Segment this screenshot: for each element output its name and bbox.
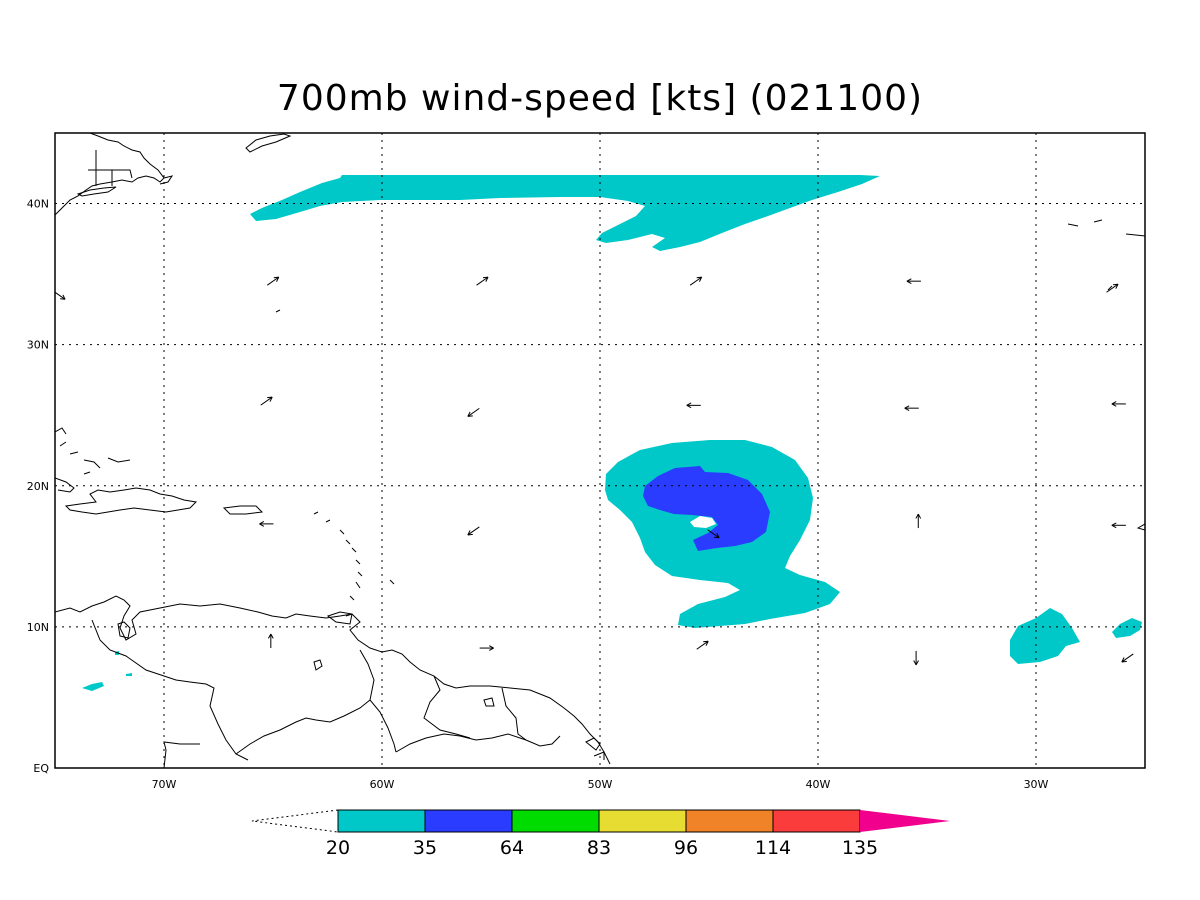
wind-vector-arrow (1111, 401, 1126, 407)
lat-tick-label: EQ (33, 762, 49, 775)
colorbar-under-triangle (251, 809, 339, 833)
wind-vector-arrow (1121, 653, 1134, 663)
lon-tick-label: 60W (370, 778, 395, 791)
lon-tick-label: 70W (152, 778, 177, 791)
shade-patch-30w (1010, 608, 1080, 664)
coast-west-africa (1136, 523, 1145, 531)
coast-lesser-antilles (313, 511, 395, 617)
colorbar-level-label: 96 (674, 837, 698, 859)
wind-vector-arrow (266, 276, 280, 286)
border-guyana-suriname (423, 675, 471, 739)
colorbar-level-label: 64 (500, 837, 524, 859)
colorbar: 20 35 64 83 96 114 135 (251, 809, 950, 859)
lat-tick-label: 30N (27, 339, 49, 352)
wind-vector-arrow (479, 645, 494, 651)
colorbar-level-label: 83 (587, 837, 611, 859)
wind-vector-arrow (259, 521, 274, 527)
coast-maracaibo (117, 621, 131, 639)
colorbar-level-label: 20 (326, 837, 350, 859)
lake-guri (313, 659, 323, 671)
lat-tick-label: 20N (27, 480, 49, 493)
grid-lines (55, 133, 1145, 768)
coast-hispaniola (64, 487, 198, 515)
colorbar-level-label: 135 (842, 837, 878, 859)
border-venezuela-guyana (359, 649, 397, 753)
colorbar-level-label: 114 (755, 837, 791, 859)
wind-vector-arrow (689, 276, 703, 286)
coast-tiny-island (275, 309, 281, 313)
coast-florida-tip (55, 427, 67, 435)
border-colombia-venezuela (91, 619, 249, 761)
shade-jet-40n (250, 175, 880, 251)
wind-vector-arrow (913, 650, 919, 666)
core-gap (690, 516, 716, 528)
coast-south-america (55, 595, 611, 765)
coast-cuba-east (55, 477, 75, 493)
shade-speck-3 (126, 673, 132, 676)
colorbar-swatch (598, 809, 687, 833)
wind-vector-arrow (267, 633, 274, 648)
lon-tick-label: 50W (588, 778, 613, 791)
colorbar-over-triangle (860, 810, 950, 832)
map-title: 700mb wind-speed [kts] (021100) (276, 78, 924, 119)
coast-bahamas (59, 441, 131, 475)
border-ny (88, 150, 133, 186)
lat-tick-label: 40N (27, 198, 49, 211)
coastlines (55, 133, 1145, 768)
border-suriname-fguiana (501, 687, 527, 741)
colorbar-swatch (424, 809, 513, 833)
wind-vector-arrow (1111, 522, 1126, 529)
coast-puerto-rico (222, 505, 264, 515)
coast-trinidad (326, 611, 353, 625)
lon-tick-labels: 70W 60W 50W 40W 30W (152, 778, 1049, 791)
shade-storm-core (643, 466, 770, 551)
colorbar-swatch (772, 809, 861, 833)
wind-vector-arrow (696, 640, 709, 650)
coast-canary (1107, 285, 1113, 291)
border-brazil-guyana (395, 733, 561, 753)
lake-brokopondo (483, 697, 495, 707)
wind-vector-arrow (467, 407, 480, 417)
lon-tick-label: 40W (806, 778, 831, 791)
wind-vector-arrow (1106, 283, 1119, 293)
coast-azores (1067, 219, 1145, 237)
colorbar-swatch (337, 809, 426, 833)
wind-vector-arrow (915, 513, 922, 529)
lat-tick-labels: EQ 10N 20N 30N 40N (27, 198, 50, 775)
coast-nova-scotia (245, 133, 292, 153)
lat-tick-label: 10N (27, 621, 49, 634)
wind-vector-arrow (906, 278, 921, 285)
shade-speck-1 (82, 682, 104, 691)
wind-vector-arrow (476, 276, 489, 286)
wind-vector-arrow (686, 402, 701, 409)
wind-vector-arrow (260, 396, 273, 406)
plot-frame (54, 132, 1146, 769)
wind-vector-arrow (707, 529, 720, 539)
colorbar-level-label: 35 (413, 837, 437, 859)
wind-vector-arrow (904, 405, 919, 412)
lon-tick-label: 30W (1024, 778, 1049, 791)
wind-vectors (55, 276, 1134, 666)
coast-us-northeast (55, 133, 165, 216)
shade-patch-26w (1112, 618, 1142, 638)
colorbar-swatch (511, 809, 600, 833)
wind-vector-arrow (467, 526, 480, 536)
wind-shading (82, 175, 1142, 691)
border-brazil-venezuela (235, 699, 371, 755)
colorbar-swatch (685, 809, 774, 833)
coast-long-island (76, 186, 117, 197)
